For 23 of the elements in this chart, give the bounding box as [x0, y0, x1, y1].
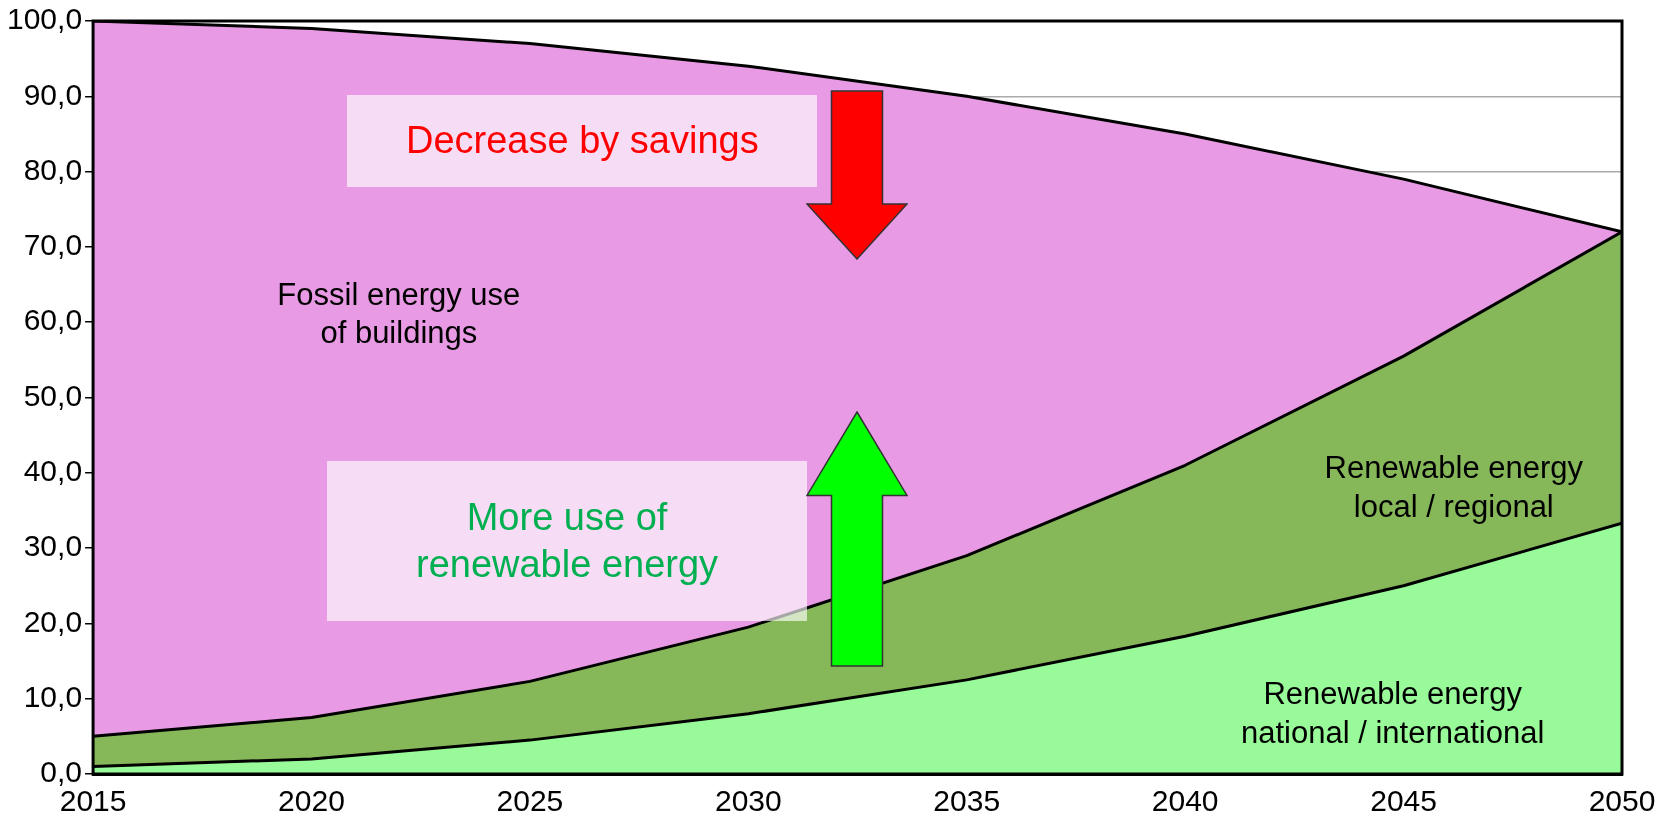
y-tick-label: 60,0 [23, 303, 83, 337]
y-tick-label: 50,0 [23, 378, 83, 412]
y-tick-label: 10,0 [23, 679, 83, 713]
x-tick-label: 2035 [933, 784, 1001, 818]
x-tick-label: 2040 [1151, 784, 1219, 818]
x-tick-label: 2025 [496, 784, 564, 818]
annotation: More use of renewable energy [415, 494, 720, 587]
y-tick-label: 70,0 [23, 228, 83, 262]
y-tick-label: 30,0 [23, 529, 83, 563]
annotation: Decrease by savings [404, 118, 760, 164]
series-label: Fossil energy use of buildings [276, 275, 522, 353]
y-tick-label: 100,0 [7, 2, 83, 36]
x-tick-label: 2045 [1370, 784, 1437, 818]
x-tick-label: 2050 [1588, 784, 1656, 818]
series-label: Renewable energy national / international [1240, 675, 1546, 752]
y-tick-label: 40,0 [23, 454, 83, 488]
y-tick-label: 20,0 [23, 604, 83, 638]
y-tick-label: 90,0 [23, 77, 83, 111]
x-tick-label: 2020 [278, 784, 345, 818]
y-tick-label: 0,0 [40, 755, 83, 789]
y-tick-label: 80,0 [23, 152, 83, 186]
x-tick-label: 2030 [714, 784, 782, 818]
series-label: Renewable energy local / regional [1323, 449, 1585, 526]
